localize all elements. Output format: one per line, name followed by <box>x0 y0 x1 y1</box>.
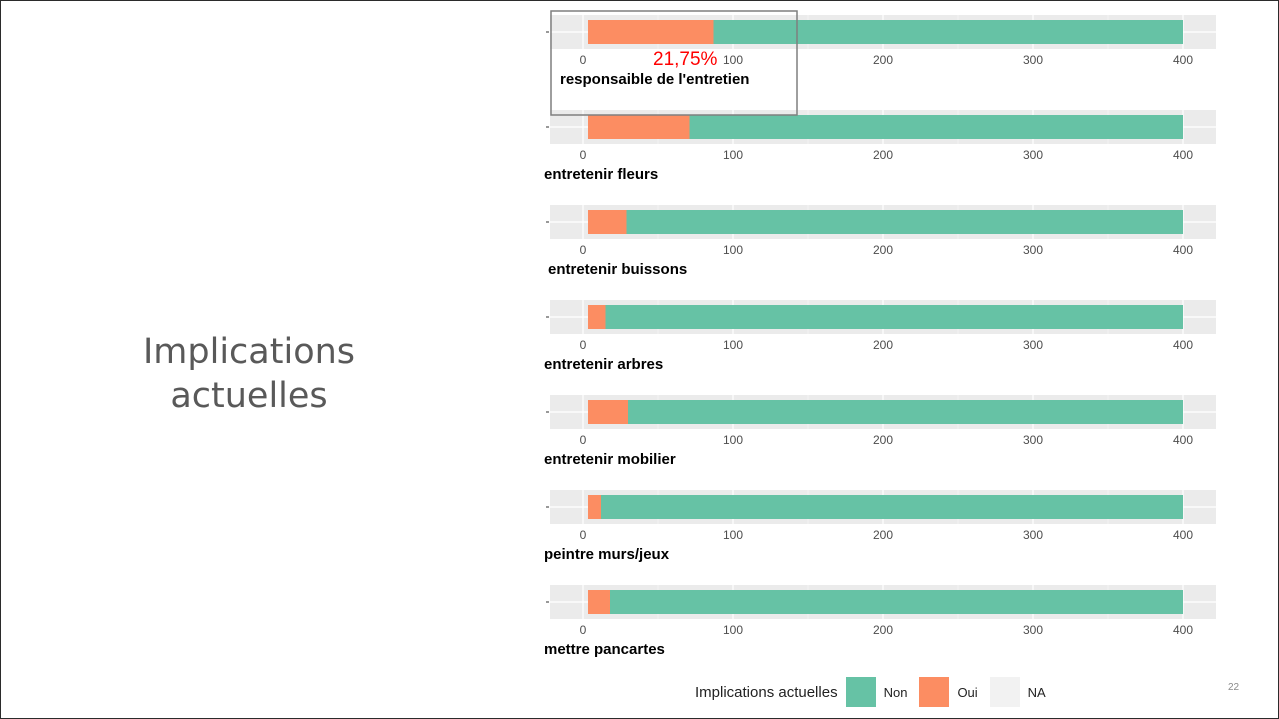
bar-oui <box>588 590 610 614</box>
bar-non <box>601 495 1183 519</box>
x-tick-label: 0 <box>580 528 587 542</box>
x-tick-label: 200 <box>873 528 893 542</box>
x-tick-label: 300 <box>1023 53 1043 67</box>
x-axis-label: entretenir arbres <box>544 356 663 373</box>
x-tick-label: 0 <box>580 243 587 257</box>
x-axis-label: peintre murs/jeux <box>544 546 670 563</box>
bar-non <box>605 305 1183 329</box>
x-tick-label: 400 <box>1173 338 1193 352</box>
x-tick-label: 200 <box>873 338 893 352</box>
legend-label-na: NA <box>1027 684 1046 700</box>
x-tick-label: 100 <box>723 433 743 447</box>
legend-item-non: Non <box>845 677 908 707</box>
bar-non <box>610 590 1183 614</box>
slide-title-line-1: Implications <box>142 332 356 372</box>
x-tick-label: 400 <box>1173 528 1193 542</box>
x-tick-label: 100 <box>723 623 743 637</box>
x-tick-label: 100 <box>723 338 743 352</box>
x-tick-label: 400 <box>1173 243 1193 257</box>
x-tick-label: 300 <box>1023 338 1043 352</box>
x-tick-label: 300 <box>1023 433 1043 447</box>
legend-swatch-oui <box>919 677 950 707</box>
bar-non <box>713 20 1183 44</box>
x-tick-label: 0 <box>580 433 587 447</box>
bar-oui <box>588 305 606 329</box>
x-tick-label: 0 <box>580 623 587 637</box>
bar-non <box>628 400 1183 424</box>
x-axis-label: mettre pancartes <box>544 641 665 658</box>
x-tick-label: 400 <box>1173 148 1193 162</box>
legend-title: Implications actuelles <box>695 683 838 701</box>
x-tick-label: 300 <box>1023 528 1043 542</box>
x-tick-label: 300 <box>1023 623 1043 637</box>
bar-oui <box>588 400 628 424</box>
bar-non <box>626 210 1183 234</box>
x-axis-label: entretenir mobilier <box>544 451 676 468</box>
legend-label-oui: Oui <box>957 684 978 700</box>
bar-oui <box>588 115 690 139</box>
legend-item-na: NA <box>989 677 1046 707</box>
x-tick-label: 200 <box>873 243 893 257</box>
x-tick-label: 300 <box>1023 243 1043 257</box>
bar-oui <box>588 210 627 234</box>
legend-swatch-non <box>845 677 876 707</box>
page-number: 22 <box>1228 682 1240 693</box>
x-axis-label: responsaible de l'entretien <box>560 71 749 88</box>
bar-non <box>689 115 1183 139</box>
bar-oui <box>588 495 601 519</box>
bar-oui <box>588 20 714 44</box>
x-tick-label: 400 <box>1173 433 1193 447</box>
x-tick-label: 100 <box>723 148 743 162</box>
x-tick-label: 400 <box>1173 53 1193 67</box>
x-tick-label: 200 <box>873 148 893 162</box>
legend-item-oui: Oui <box>919 677 978 707</box>
x-tick-label: 300 <box>1023 148 1043 162</box>
highlight-box <box>550 10 798 116</box>
x-tick-label: 200 <box>873 623 893 637</box>
x-tick-label: 200 <box>873 53 893 67</box>
annotation-percentage: 21,75% <box>653 49 718 70</box>
legend-label-non: Non <box>883 684 908 700</box>
x-tick-label: 0 <box>580 338 587 352</box>
x-tick-label: 200 <box>873 433 893 447</box>
x-tick-label: 0 <box>580 53 587 67</box>
x-axis-label: entretenir buissons <box>548 261 687 278</box>
x-tick-label: 0 <box>580 148 587 162</box>
slide-title: Implications actuelles <box>99 330 399 418</box>
legend: Implications actuelles Non Oui NA <box>695 677 1058 707</box>
x-tick-label: 400 <box>1173 623 1193 637</box>
x-axis-label: entretenir fleurs <box>544 166 658 183</box>
x-tick-label: 100 <box>723 528 743 542</box>
x-tick-label: 100 <box>723 53 743 67</box>
slide-title-line-2: actuelles <box>170 376 328 416</box>
legend-swatch-na <box>989 677 1020 707</box>
x-tick-label: 100 <box>723 243 743 257</box>
